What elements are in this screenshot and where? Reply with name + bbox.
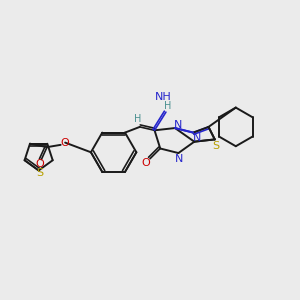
Text: H: H [134,114,141,124]
Text: N: N [192,133,201,143]
Text: S: S [36,168,43,178]
Text: H: H [164,101,172,112]
Text: O: O [61,138,70,148]
Text: N: N [174,120,183,130]
Text: N: N [176,154,184,164]
Text: O: O [36,159,45,169]
Text: O: O [141,158,150,168]
Text: NH: NH [155,92,172,102]
Text: S: S [212,141,220,151]
